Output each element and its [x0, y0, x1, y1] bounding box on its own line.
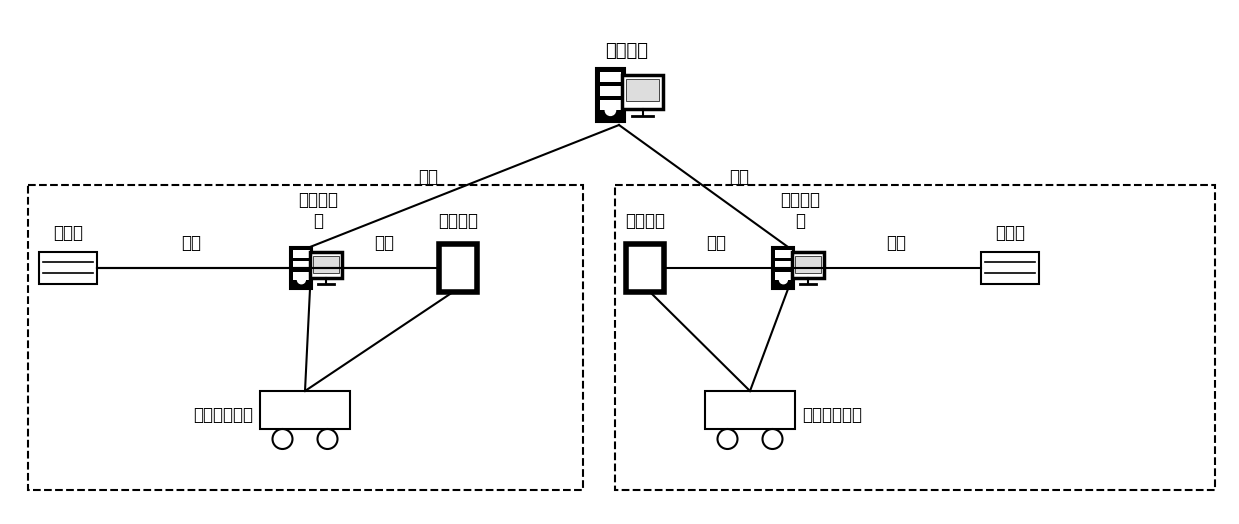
Text: 总线: 总线 [706, 234, 726, 252]
Bar [600, 101, 621, 110]
Bar [600, 72, 621, 82]
Bar [792, 253, 824, 278]
Bar [981, 252, 1040, 284]
Bar [310, 253, 342, 278]
Bar [626, 244, 664, 292]
Text: 区域控制
器: 区域控制 器 [781, 191, 820, 230]
Text: 总控制器: 总控制器 [606, 42, 648, 60]
Text: 轨道物流小车: 轨道物流小车 [193, 406, 253, 424]
Bar [444, 248, 472, 288]
Circle shape [297, 276, 305, 283]
Text: 总线: 总线 [181, 234, 202, 252]
Text: 工作站点: 工作站点 [439, 212, 478, 230]
Bar [772, 247, 794, 289]
Text: 总线: 总线 [886, 234, 907, 252]
Circle shape [606, 105, 616, 115]
Bar [631, 248, 659, 288]
Bar [294, 250, 310, 258]
Bar [260, 391, 349, 429]
Bar [600, 86, 621, 96]
Bar [439, 244, 477, 292]
Circle shape [779, 276, 787, 283]
Text: 总线: 总线 [419, 168, 439, 186]
Bar [622, 75, 663, 108]
Bar [313, 256, 339, 272]
Text: 总线: 总线 [374, 234, 394, 252]
Bar [615, 185, 1215, 490]
Text: 区域控制
器: 区域控制 器 [299, 191, 338, 230]
Bar [290, 247, 312, 289]
Text: 工作站点: 工作站点 [624, 212, 665, 230]
Bar [776, 272, 792, 280]
Bar [596, 68, 624, 122]
Bar [294, 272, 310, 280]
Text: 转轨器: 转轨器 [53, 224, 83, 242]
Bar [795, 256, 821, 272]
Bar [776, 250, 792, 258]
Bar [626, 79, 659, 101]
Text: 总线: 总线 [730, 168, 750, 186]
Bar [776, 261, 792, 269]
Bar [38, 252, 97, 284]
Text: 转轨器: 转轨器 [995, 224, 1025, 242]
Bar [705, 391, 795, 429]
Bar [28, 185, 584, 490]
Text: 轨道物流小车: 轨道物流小车 [802, 406, 862, 424]
Bar [294, 261, 310, 269]
